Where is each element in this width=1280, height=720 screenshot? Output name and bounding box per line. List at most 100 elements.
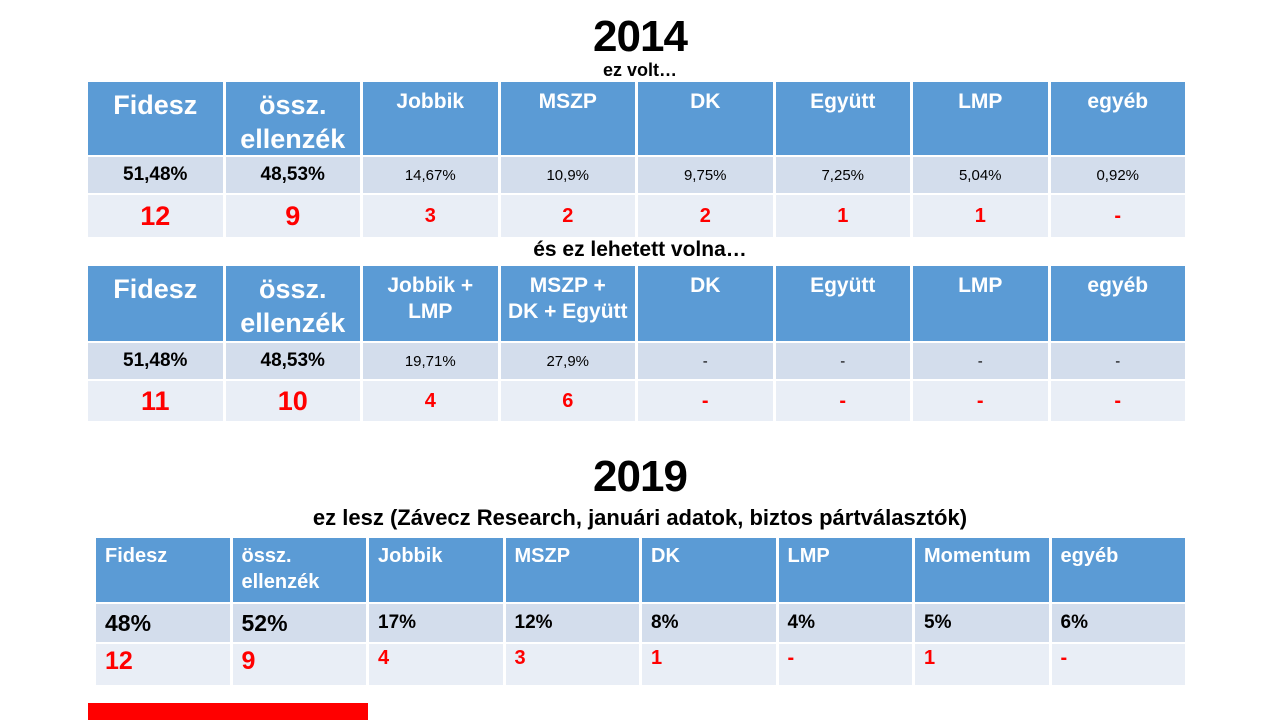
- seat-cell: 10: [225, 381, 360, 421]
- pct-value: -: [977, 352, 983, 370]
- header-cell-mszp: MSZP: [505, 538, 639, 602]
- seat-cell: 3: [363, 195, 498, 237]
- pct-cell: 48,53%: [225, 157, 360, 193]
- header-label: LMP: [958, 274, 1003, 297]
- subtitle-ez-lesz: ez lesz (Závecz Research, januári adatok…: [312, 505, 968, 530]
- seat-value: 4: [424, 389, 436, 412]
- table-2014-actual: Fidesz össz. ellenzék Jobbik MSZP DK Egy…: [88, 82, 1185, 239]
- pct-cell: -: [1050, 343, 1185, 379]
- seat-cell: 4: [363, 381, 498, 421]
- pct-value: 48%: [105, 609, 152, 636]
- header-label: MSZP: [538, 90, 597, 113]
- header-label: Fidesz: [105, 545, 168, 567]
- seat-cell: 4: [369, 644, 503, 685]
- seat-cell: 11: [88, 381, 223, 421]
- pct-cell: -: [913, 343, 1048, 379]
- pct-cell: 48%: [96, 604, 230, 642]
- header-label: Jobbik: [396, 90, 465, 113]
- pct-value: 48,53%: [260, 164, 325, 185]
- seat-cell: 1: [913, 195, 1048, 237]
- seat-value: 9: [241, 647, 256, 675]
- pct-value: 27,9%: [546, 352, 590, 370]
- header-cell-ossz-ellenzek: össz. ellenzék: [225, 82, 360, 155]
- seat-cell: -: [778, 644, 912, 685]
- header-label: DK: [651, 545, 680, 567]
- pct-cell: 5%: [915, 604, 1049, 642]
- pct-cell: 52%: [232, 604, 366, 642]
- header-cell-egyutt: Együtt: [775, 266, 910, 341]
- pct-value: 17%: [378, 612, 417, 633]
- pct-cell: 14,67%: [363, 157, 498, 193]
- header-cell-jobbik: Jobbik: [369, 538, 503, 602]
- pct-cell: -: [775, 343, 910, 379]
- seat-value: 3: [514, 647, 526, 669]
- pct-cell: 4%: [778, 604, 912, 642]
- seat-value: 1: [837, 204, 849, 227]
- pct-value: 51,48%: [123, 164, 188, 185]
- seat-value: 1: [974, 204, 986, 227]
- header-cell-lmp: LMP: [913, 266, 1048, 341]
- header-cell-mszp-dk-egyutt: MSZP + DK + Együtt: [500, 266, 635, 341]
- header-cell-dk: DK: [642, 538, 776, 602]
- table-percent-row: 51,48% 48,53% 14,67% 10,9% 9,75% 7,25% 5…: [88, 157, 1185, 193]
- header-cell-jobbik: Jobbik: [363, 82, 498, 155]
- header-label: Együtt: [810, 274, 876, 297]
- header-label: LMP: [958, 90, 1003, 113]
- seat-cell: 9: [225, 195, 360, 237]
- pct-cell: 27,9%: [500, 343, 635, 379]
- header-cell-egyeb: egyéb: [1051, 538, 1185, 602]
- seat-value: 11: [140, 385, 170, 416]
- table-seats-row: 12 9 4 3 1 - 1 -: [96, 644, 1185, 685]
- seat-cell: -: [1050, 195, 1185, 237]
- seat-value: -: [1114, 204, 1122, 227]
- pct-value: 0,92%: [1096, 166, 1140, 184]
- pct-cell: 10,9%: [500, 157, 635, 193]
- seat-value: 1: [924, 647, 936, 669]
- header-label: egyéb: [1087, 274, 1149, 297]
- pct-cell: 8%: [642, 604, 776, 642]
- header-cell-momentum: Momentum: [915, 538, 1049, 602]
- header-label: össz. ellenzék: [241, 545, 320, 593]
- pct-value: 10,9%: [546, 166, 590, 184]
- pct-cell: 12%: [505, 604, 639, 642]
- header-label: MSZP + DK + Együtt: [507, 274, 628, 324]
- seat-value: 10: [277, 385, 308, 416]
- pct-cell: 51,48%: [88, 343, 223, 379]
- pct-cell: 51,48%: [88, 157, 223, 193]
- header-cell-fidesz: Fidesz: [96, 538, 230, 602]
- seat-value: -: [787, 647, 795, 669]
- table-2014-hypothetical: Fidesz össz. ellenzék Jobbik + LMP MSZP …: [88, 266, 1185, 423]
- header-cell-jobbik-lmp: Jobbik + LMP: [363, 266, 498, 341]
- pct-value: -: [1115, 352, 1121, 370]
- pct-value: 7,25%: [821, 166, 865, 184]
- seat-cell: 1: [642, 644, 776, 685]
- header-label: Együtt: [810, 90, 876, 113]
- seat-value: -: [839, 389, 847, 412]
- title-2019: 2019: [593, 452, 688, 501]
- table-percent-row: 48% 52% 17% 12% 8% 4% 5% 6%: [96, 604, 1185, 642]
- pct-value: 12%: [514, 612, 553, 633]
- pct-cell: 9,75%: [638, 157, 773, 193]
- pct-value: 14,67%: [404, 166, 456, 184]
- header-label: össz. ellenzék: [240, 90, 346, 154]
- header-label: Jobbik + LMP: [387, 274, 474, 324]
- pct-value: 9,75%: [683, 166, 727, 184]
- subtitle-ez-volt: ez volt…: [602, 60, 677, 80]
- pct-value: 6%: [1060, 612, 1088, 633]
- table-seats-row: 12 9 3 2 2 1 1 -: [88, 195, 1185, 237]
- seat-cell: 1: [915, 644, 1049, 685]
- table-seats-row: 11 10 4 6 - - - -: [88, 381, 1185, 421]
- seat-value: -: [1114, 389, 1122, 412]
- pct-value: 52%: [241, 609, 288, 636]
- pct-value: -: [840, 352, 846, 370]
- seat-cell: 2: [638, 195, 773, 237]
- pct-cell: 6%: [1051, 604, 1185, 642]
- pct-cell: 17%: [369, 604, 503, 642]
- seat-value: 9: [285, 200, 301, 231]
- header-cell-fidesz: Fidesz: [88, 266, 223, 341]
- seat-cell: -: [775, 381, 910, 421]
- seat-value: 4: [378, 647, 390, 669]
- pct-cell: -: [638, 343, 773, 379]
- seat-cell: -: [913, 381, 1048, 421]
- seat-value: 3: [424, 204, 436, 227]
